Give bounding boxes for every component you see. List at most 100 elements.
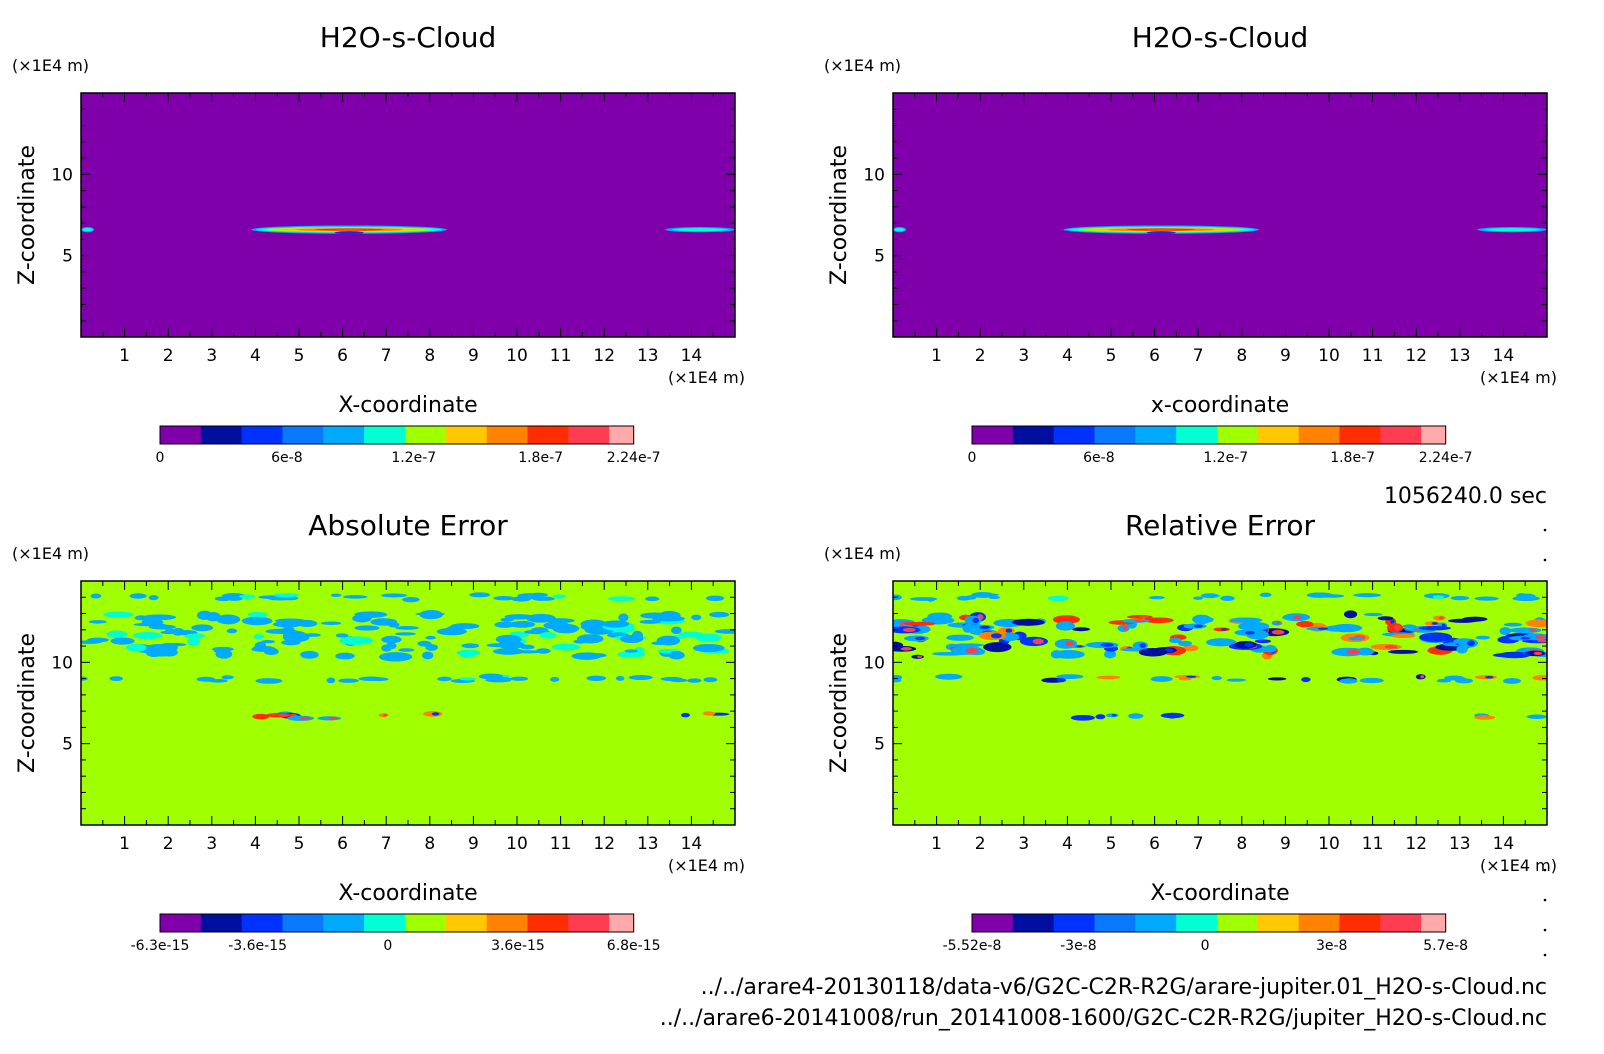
colorbar-swatch	[609, 426, 635, 444]
error-blob	[703, 677, 718, 683]
error-blob	[1387, 649, 1419, 654]
error-blob	[586, 628, 606, 634]
error-blob	[687, 678, 702, 683]
error-blob	[338, 678, 359, 683]
colorbar-swatch	[445, 914, 488, 932]
error-blob	[422, 651, 434, 660]
error-blob	[343, 595, 368, 599]
error-blob	[1475, 635, 1491, 640]
error-blob	[1178, 640, 1193, 647]
colorbar-swatch	[1380, 426, 1422, 444]
colorbar-swatch	[1421, 914, 1447, 932]
error-blob-core	[1100, 643, 1114, 647]
colorbar-swatch	[323, 914, 365, 932]
error-blob	[1339, 678, 1358, 684]
error-blob	[1525, 619, 1547, 628]
error-blob	[705, 595, 725, 602]
error-blob	[358, 676, 384, 682]
colorbar-tick-label: 0	[383, 938, 392, 954]
plot-area	[81, 581, 735, 825]
error-blob	[208, 679, 228, 683]
error-blob	[1391, 633, 1416, 639]
error-blob	[1499, 627, 1512, 636]
error-blob	[381, 593, 407, 598]
colorbar-swatch	[486, 426, 528, 444]
error-blob	[326, 677, 336, 684]
chart-panel: H2O-s-Cloud(×1E4 m)1 2 3 4 5 6 7 8 9 10 11 12 13 1451…	[824, 21, 1557, 466]
error-blob	[1142, 617, 1174, 624]
x-tick-label: 14	[681, 834, 703, 854]
x-axis-title: x-coordinate	[1151, 393, 1289, 418]
error-blob-core	[1384, 645, 1398, 649]
error-blob	[1532, 675, 1547, 681]
x-tick-label: 11	[550, 346, 572, 366]
error-blob-core	[299, 716, 311, 720]
error-blob-core	[1431, 622, 1438, 625]
error-blob-core	[1185, 675, 1197, 678]
colorbar-swatch	[1257, 914, 1300, 932]
error-blob-core	[900, 647, 912, 651]
x-tick-label: 9	[1280, 346, 1291, 366]
x-tick-label: 11	[1362, 834, 1384, 854]
x-tick-label: 13	[637, 834, 659, 854]
error-blob	[425, 635, 436, 640]
x-tick-label: 3	[1018, 346, 1029, 366]
error-blob	[956, 595, 972, 601]
error-blob	[226, 596, 243, 601]
error-blob-core	[1292, 615, 1302, 620]
error-blob	[904, 621, 936, 626]
error-blob	[893, 641, 904, 649]
error-blob	[252, 713, 270, 720]
colorbar-tick-label: 3.6e-15	[491, 938, 545, 954]
error-blob	[552, 594, 567, 599]
y-tick-label: 5	[62, 247, 73, 267]
error-blob	[494, 621, 516, 628]
x-tick-label: 3	[206, 834, 217, 854]
error-blob	[1462, 616, 1488, 622]
error-blob-core	[1394, 624, 1401, 631]
y-unit-label: (×1E4 m)	[824, 56, 901, 75]
error-blob	[379, 652, 413, 662]
y-axis-title: Z-coordinate	[15, 633, 40, 773]
colorbar-swatch	[1298, 426, 1340, 444]
error-blob	[1012, 618, 1045, 626]
y-tick-label: 5	[62, 735, 73, 755]
x-tick-label: 11	[1362, 346, 1384, 366]
x-tick-label: 9	[1280, 834, 1291, 854]
x-tick-label: 5	[294, 346, 305, 366]
colorbar-frame	[159, 913, 635, 933]
x-tick-label: 10	[506, 834, 528, 854]
error-blob	[1128, 713, 1144, 719]
error-blob-core	[1535, 634, 1546, 639]
x-tick-label: 7	[1193, 346, 1204, 366]
error-blob	[335, 652, 355, 660]
colorbar-tick-label: 2.24e-7	[1419, 450, 1473, 466]
error-blob	[187, 637, 200, 646]
y-tick-label: 10	[51, 653, 73, 673]
error-blob-core	[1512, 653, 1526, 657]
colorbar-tick-label: 6.8e-15	[607, 938, 661, 954]
error-blob-core	[1075, 645, 1084, 648]
error-blob	[893, 678, 902, 683]
colorbar-swatch	[405, 426, 447, 444]
colorbar-tick-label: -3e-8	[1060, 938, 1097, 954]
error-blob	[639, 619, 661, 624]
error-blob	[110, 637, 135, 645]
error-blob	[607, 596, 636, 602]
error-blob	[497, 641, 526, 649]
x-tick-label: 7	[1193, 834, 1204, 854]
x-axis-title: X-coordinate	[338, 881, 477, 906]
error-blob	[551, 643, 581, 651]
error-blob	[702, 711, 716, 716]
colorbar-tick-label: 0	[968, 450, 977, 466]
x-tick-label: 11	[550, 834, 572, 854]
error-blob	[456, 649, 481, 656]
error-blob	[954, 643, 985, 647]
chart-panel: H2O-s-Cloud(×1E4 m)1 2 3 4 5 6 7 8 9 10 11 12 13 1451…	[12, 21, 745, 466]
error-blob	[395, 626, 419, 630]
error-blob-core	[1520, 636, 1531, 640]
x-tick-label: 1	[931, 346, 942, 366]
edge-dot	[1543, 928, 1547, 932]
x-tick-label: 8	[1236, 834, 1247, 854]
error-blob	[935, 673, 963, 680]
